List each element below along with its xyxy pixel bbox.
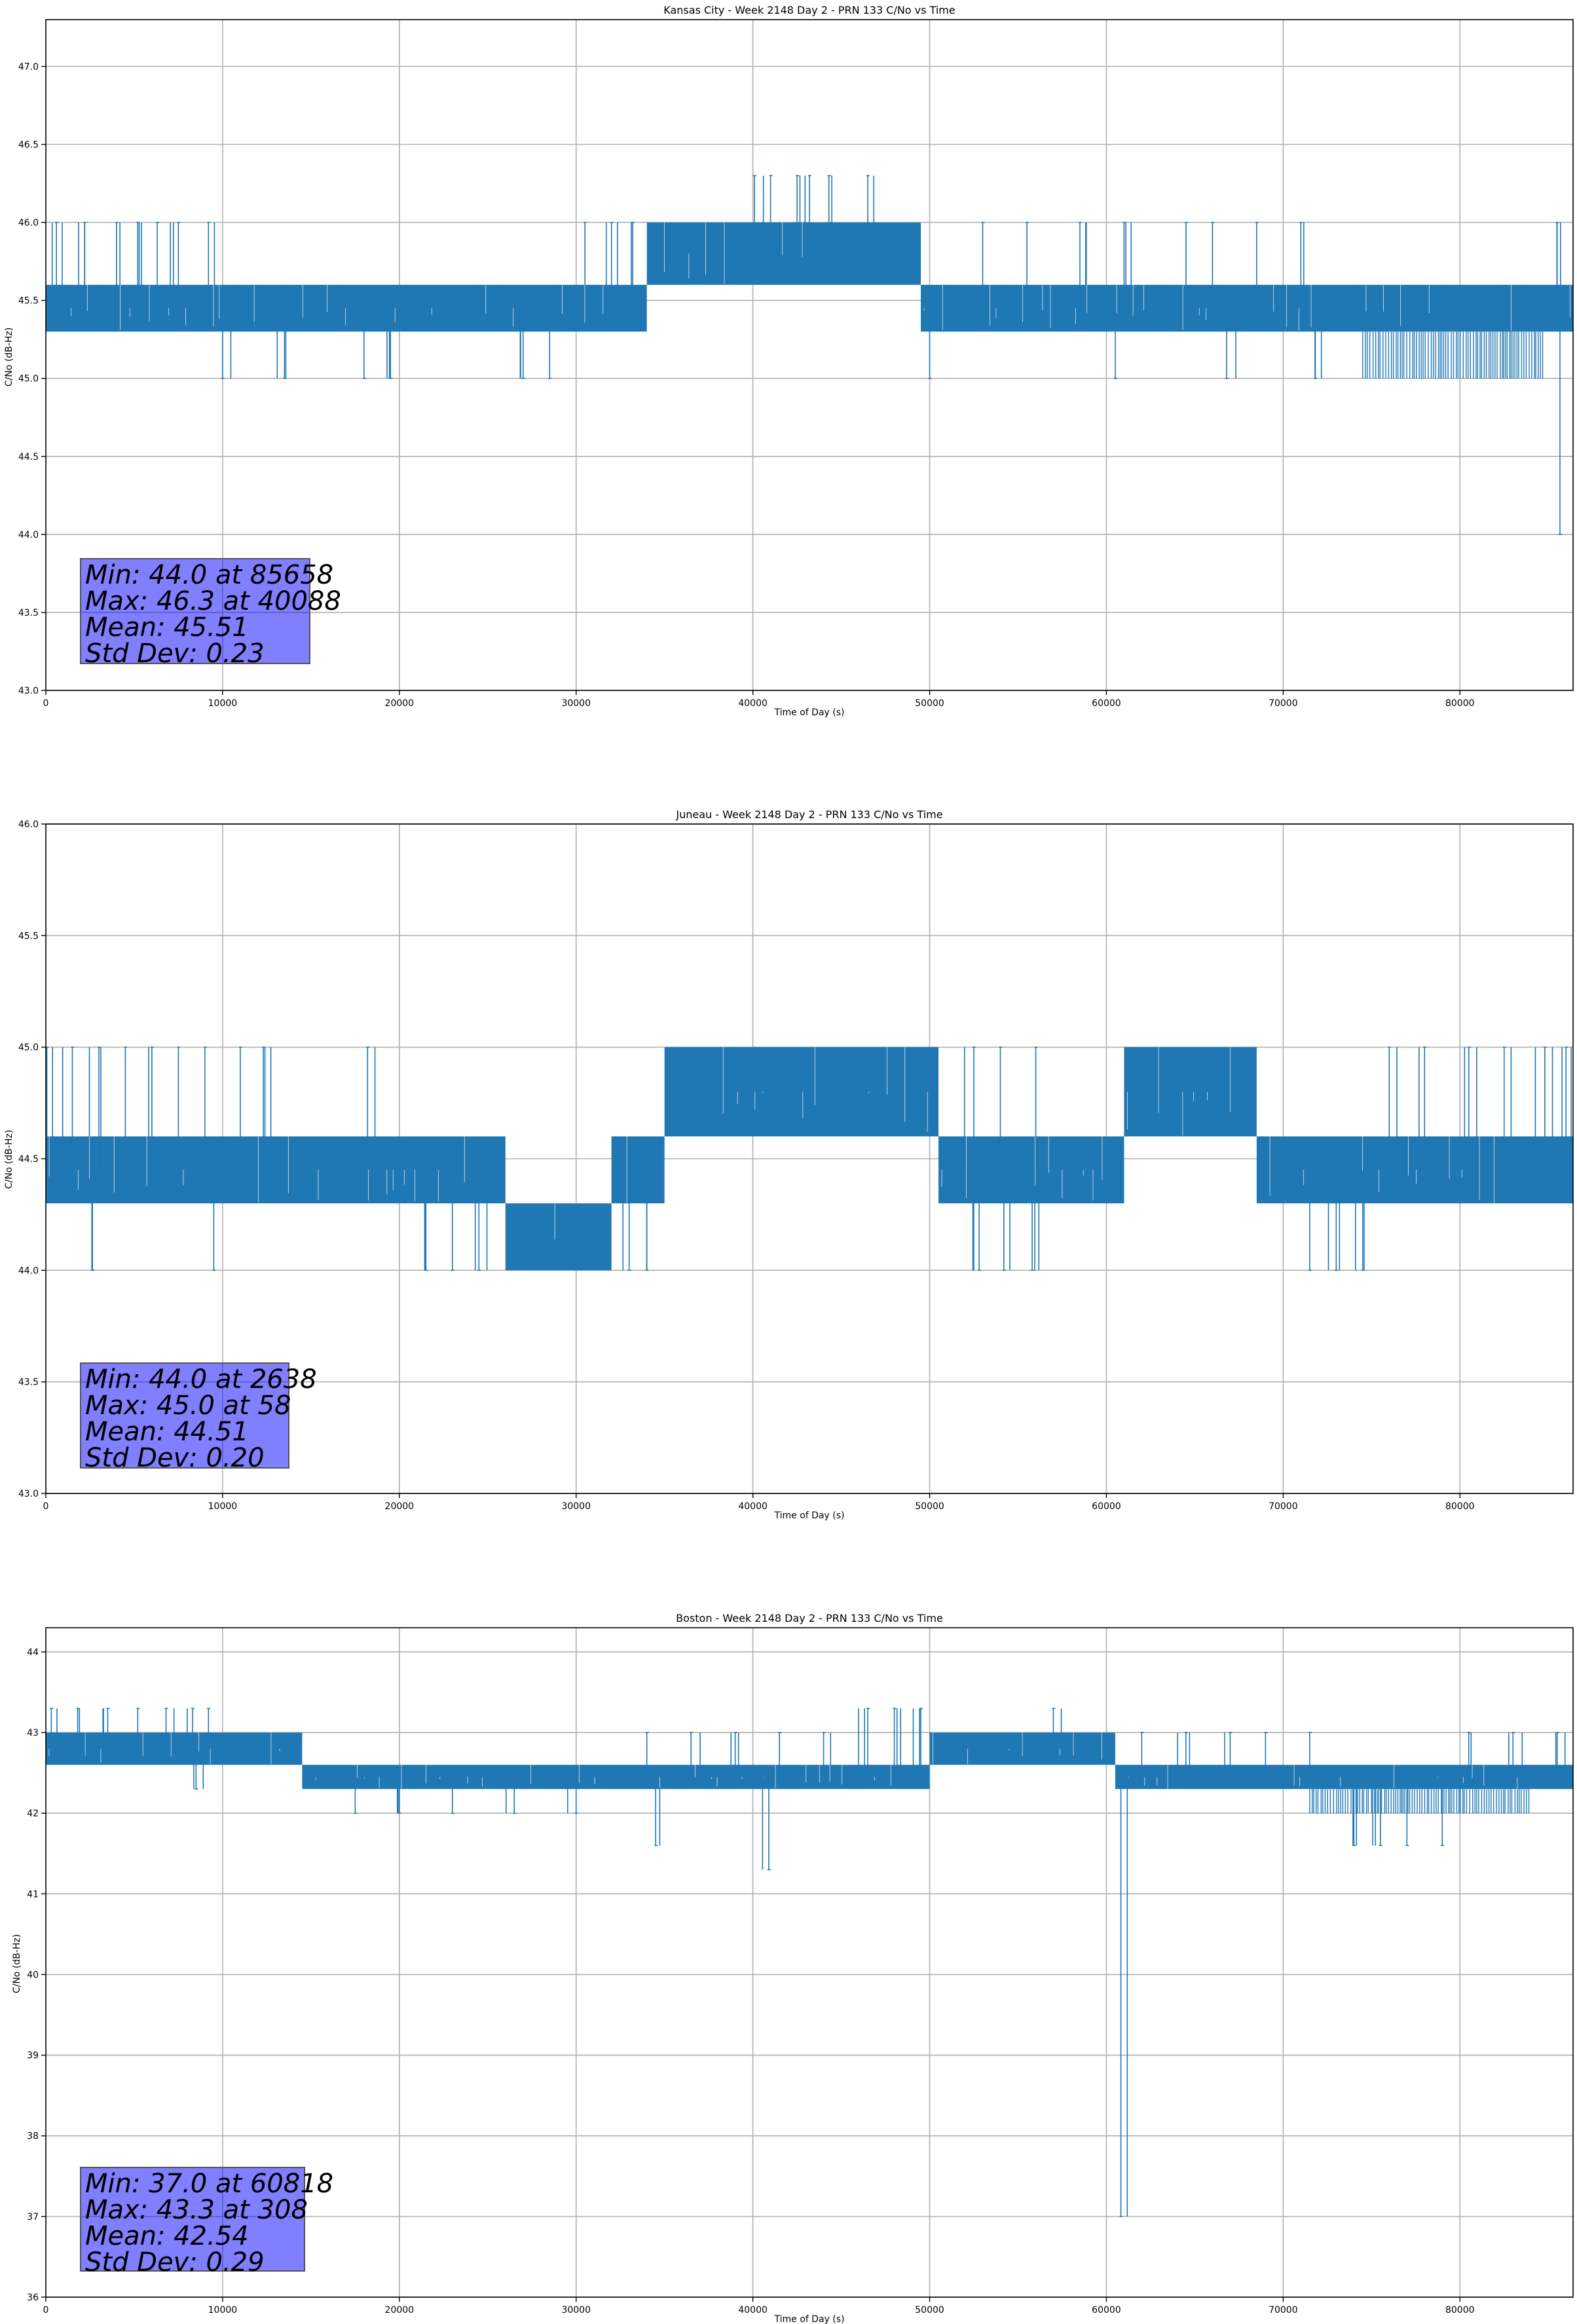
chart-panel-boston: 0 10000 20000 30000 40000 50000 60000 70000 8000…	[12, 1612, 1574, 2324]
signal-band	[646, 222, 921, 285]
x-tick-label: 50000	[915, 698, 944, 709]
y-tick-label: 42	[27, 1809, 39, 1819]
x-tick-label: 70000	[1269, 1501, 1298, 1512]
plot-area: 0 10000 20000 30000 40000 50000 60000 70000 8000…	[18, 19, 1574, 709]
signal-band	[505, 1203, 612, 1271]
x-tick-label: 40000	[738, 1501, 768, 1512]
y-tick-label: 43.5	[18, 608, 39, 618]
stats-mean: Mean: 44.51	[85, 1417, 249, 1447]
axes-frame	[45, 19, 1574, 691]
signal-band	[921, 284, 1573, 332]
x-tick-label: 40000	[738, 2305, 768, 2315]
signal-band	[664, 1047, 939, 1136]
signal-band	[1115, 1765, 1573, 1790]
y-tick-label: 43.0	[18, 1489, 39, 1499]
chart-panel-kansas-city: 0 10000 20000 30000 40000 50000 60000 70000 8000…	[4, 4, 1574, 718]
x-tick-label: 70000	[1269, 698, 1298, 709]
y-axis-label: C/No (dB-Hz)	[4, 328, 14, 386]
y-tick-label: 44.5	[18, 452, 39, 462]
x-axis-label: Time of Day (s)	[774, 2314, 845, 2324]
x-tick-label: 30000	[561, 698, 591, 709]
plot-area: 0 10000 20000 30000 40000 50000 60000 70000 8000…	[18, 819, 1574, 1512]
y-tick-label: 47.0	[18, 62, 39, 72]
y-tick-label: 44.5	[18, 1154, 39, 1165]
x-tick-label: 0	[43, 2305, 49, 2315]
x-tick-label: 0	[43, 1501, 49, 1512]
y-tick-label: 44.0	[18, 530, 39, 540]
stats-std-dev: Std Dev: 0.29	[85, 2247, 265, 2277]
series-line	[46, 175, 1573, 535]
stats-max: Max: 43.3 at 308	[85, 2195, 308, 2225]
signal-band	[1124, 1047, 1257, 1136]
y-axis-label: C/No (dB-Hz)	[12, 1934, 22, 1993]
stats-mean: Mean: 45.51	[85, 612, 249, 643]
y-tick-label: 38	[27, 2131, 39, 2142]
x-tick-label: 60000	[1092, 2305, 1121, 2315]
y-axis-label: C/No (dB-Hz)	[4, 1130, 14, 1189]
x-tick-label: 0	[43, 698, 49, 709]
x-tick-label: 10000	[208, 1501, 238, 1512]
stats-max: Max: 46.3 at 40088	[85, 586, 341, 616]
signal-band	[46, 284, 647, 332]
x-tick-label: 10000	[208, 698, 238, 709]
x-tick-label: 50000	[915, 2305, 944, 2315]
y-tick-label: 39	[27, 2051, 39, 2061]
x-tick-label: 80000	[1445, 2305, 1475, 2315]
chart-title: Juneau - Week 2148 Day 2 - PRN 133 C/No …	[675, 808, 942, 821]
series-line	[45, 1046, 1573, 1271]
stats-std-dev: Std Dev: 0.23	[85, 639, 265, 669]
y-tick-label: 43.5	[18, 1378, 39, 1388]
series-line	[46, 1708, 1573, 2217]
x-tick-label: 50000	[915, 1501, 944, 1512]
x-tick-label: 20000	[385, 698, 415, 709]
stats-min: Min: 37.0 at 60818	[85, 2169, 334, 2199]
x-axis-label: Time of Day (s)	[774, 707, 845, 718]
signal-band	[611, 1136, 665, 1204]
chart-panel-juneau: 0 10000 20000 30000 40000 50000 60000 70000 8000…	[4, 808, 1574, 1521]
y-tick-label: 45.0	[18, 374, 39, 384]
signal-band	[1256, 1136, 1573, 1204]
x-tick-label: 80000	[1445, 698, 1475, 709]
x-tick-label: 30000	[561, 1501, 591, 1512]
chart-title: Kansas City - Week 2148 Day 2 - PRN 133 …	[663, 4, 955, 16]
x-tick-label: 60000	[1092, 1501, 1121, 1512]
y-tick-label: 37	[27, 2212, 39, 2222]
y-tick-label: 46.0	[18, 218, 39, 229]
y-tick-label: 45.5	[18, 931, 39, 941]
y-tick-label: 43.0	[18, 686, 39, 696]
x-tick-label: 20000	[385, 2305, 415, 2315]
x-tick-label: 30000	[561, 2305, 591, 2315]
signal-band	[302, 1765, 930, 1790]
y-tick-label: 36	[27, 2293, 39, 2303]
stats-box-kansas-city: Min: 44.0 at 85658 Max: 46.3 at 40088 Me…	[80, 558, 341, 669]
y-tick-label: 45.5	[18, 296, 39, 307]
y-tick-label: 43	[27, 1728, 39, 1738]
stats-box-juneau: Min: 44.0 at 2638 Max: 45.0 at 58 Mean: …	[80, 1362, 317, 1473]
y-tick-label: 46.0	[18, 819, 39, 830]
stats-min: Min: 44.0 at 2638	[85, 1364, 317, 1395]
axes-frame	[45, 1627, 1574, 2298]
x-tick-label: 60000	[1092, 698, 1121, 709]
y-tick-label: 40	[27, 1970, 39, 1980]
stats-max: Max: 45.0 at 58	[85, 1391, 291, 1421]
y-tick-label: 41	[27, 1889, 39, 1900]
x-tick-label: 70000	[1269, 2305, 1298, 2315]
x-tick-label: 20000	[385, 1501, 415, 1512]
x-axis-label: Time of Day (s)	[774, 1510, 845, 1521]
stats-std-dev: Std Dev: 0.20	[85, 1443, 265, 1473]
signal-band	[46, 1136, 506, 1204]
stats-min: Min: 44.0 at 85658	[85, 560, 334, 590]
y-tick-label: 46.5	[18, 140, 39, 151]
y-tick-label: 44.0	[18, 1265, 39, 1276]
x-tick-label: 40000	[738, 698, 768, 709]
stats-box-boston: Min: 37.0 at 60818 Max: 43.3 at 308 Mean…	[80, 2167, 334, 2276]
chart-title: Boston - Week 2148 Day 2 - PRN 133 C/No …	[676, 1612, 943, 1624]
plot-area: 0 10000 20000 30000 40000 50000 60000 70000 8000…	[27, 1627, 1574, 2315]
y-tick-label: 45.0	[18, 1043, 39, 1053]
x-tick-label: 80000	[1445, 1501, 1475, 1512]
stats-mean: Mean: 42.54	[85, 2221, 249, 2251]
x-tick-label: 10000	[208, 2305, 238, 2315]
y-tick-label: 44	[27, 1647, 39, 1658]
